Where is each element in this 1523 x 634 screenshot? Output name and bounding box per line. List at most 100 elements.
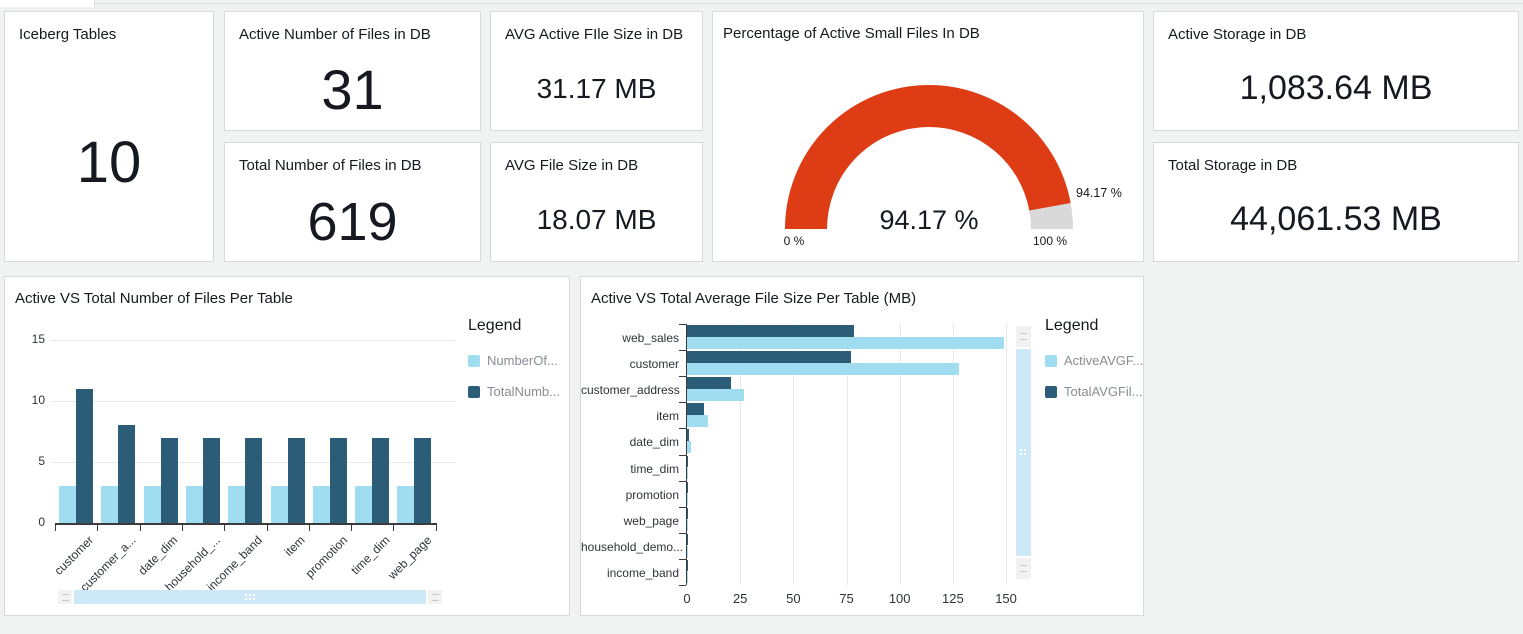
kpi-value: 18.07 MB (536, 204, 657, 235)
x-axis-tick (435, 525, 437, 531)
x-axis-tick (266, 525, 268, 531)
kpi-value: 44,061.53 MB (1230, 200, 1442, 238)
legend-item-active-series[interactable]: ActiveAVGF... (1045, 353, 1145, 368)
scrollbar-up-handle[interactable] (1016, 326, 1031, 347)
kpi-card-active-files: Active Number of Files in DB 31 (224, 11, 481, 131)
bar-customer_address-active[interactable] (687, 389, 745, 401)
kpi-value: 31 (321, 58, 384, 121)
scrollbar-track[interactable] (1016, 349, 1031, 556)
x-axis-tick-label: 25 (732, 591, 748, 606)
y-axis-tick (679, 428, 686, 430)
kpi-value: 619 (307, 192, 398, 252)
y-axis-tick-label: 5 (38, 454, 45, 468)
bar-customer_address-total[interactable] (687, 377, 732, 389)
legend-item-total-series[interactable]: TotalAVGFil... (1045, 384, 1145, 399)
scrollbar-track[interactable] (74, 590, 426, 604)
legend-item-label: TotalNumb... (487, 384, 560, 399)
bar-web_sales-active[interactable] (687, 337, 1004, 349)
gauge-value-label: 94.17 % (879, 205, 978, 235)
legend-item-active-series[interactable]: NumberOf... (468, 353, 568, 368)
bar-time_dim-total[interactable] (687, 455, 689, 467)
bar-web_page-total[interactable] (687, 507, 689, 520)
scrollbar-grip-icon[interactable] (1020, 449, 1026, 455)
scrollbar-right-handle[interactable] (428, 590, 442, 604)
legend-item-total-series[interactable]: TotalNumb... (468, 384, 568, 399)
x-axis-tick-label: 125 (942, 591, 964, 606)
bar-item-total[interactable] (287, 437, 305, 523)
bar-income_band-active[interactable] (228, 486, 246, 523)
bar-customer-total[interactable] (687, 351, 851, 363)
y-axis-tick (679, 454, 686, 456)
x-category-label: web_page (385, 533, 435, 583)
kpi-title: AVG File Size in DB (505, 157, 639, 174)
bar-customer-total[interactable] (76, 388, 93, 523)
bar-promotion-active[interactable] (312, 486, 330, 523)
x-axis-tick-label: 100 (888, 591, 911, 606)
x-axis-tick (55, 525, 56, 531)
chart-card-files-per-table: Active VS Total Number of Files Per Tabl… (4, 276, 570, 616)
y-axis-tick (679, 506, 686, 508)
kpi-card-total-storage: Total Storage in DB 44,061.53 MB (1153, 142, 1519, 262)
chart-title: Active VS Total Average File Size Per Ta… (591, 290, 917, 307)
x-axis-tick (393, 525, 395, 531)
bar-item-total[interactable] (687, 403, 705, 415)
bar-date_dim-total[interactable] (160, 437, 178, 523)
bar-item-active[interactable] (270, 486, 288, 523)
x-axis-tick-label: 150 (995, 591, 1017, 606)
gridline (1006, 324, 1008, 585)
y-category-label: item (656, 409, 679, 424)
bar-item-active[interactable] (687, 415, 709, 427)
horizontal-bar-plot: 0 25 50 75 100 125 150 web_sales customer custome… (581, 277, 1145, 617)
kpi-title: Total Storage in DB (1168, 157, 1298, 174)
bar-promotion-active[interactable] (687, 493, 688, 506)
bar-customer-active[interactable] (59, 486, 76, 523)
scrollbar-down-handle[interactable] (1016, 558, 1031, 579)
scrollbar-grip-icon[interactable] (245, 594, 255, 600)
bar-time_dim-active[interactable] (687, 467, 689, 479)
legend-swatch-icon (1045, 354, 1057, 367)
y-axis-line (685, 324, 687, 585)
x-category-label: promotion (302, 533, 350, 581)
chart-card-avg-file-size-per-table: Active VS Total Average File Size Per Ta… (580, 276, 1144, 616)
bar-income_band-total[interactable] (687, 559, 689, 572)
y-axis-tick (679, 376, 686, 378)
bar-web_sales-total[interactable] (687, 325, 854, 337)
bar-customer-active[interactable] (687, 363, 960, 375)
bar-time_dim-total[interactable] (372, 437, 390, 523)
y-category-label: web_sales (622, 331, 679, 345)
bar-income_band-active[interactable] (687, 571, 688, 584)
gauge-min-label: 0 % (784, 234, 805, 248)
bar-date_dim-total[interactable] (687, 429, 689, 441)
bar-date_dim-active[interactable] (143, 486, 161, 523)
bar-web_page-active[interactable] (397, 486, 415, 523)
bar-household_demo...-active[interactable] (687, 545, 688, 558)
chart-title: Percentage of Active Small Files In DB (723, 25, 980, 42)
bar-household_demo...-total[interactable] (687, 533, 689, 546)
scrollbar-left-handle[interactable] (58, 590, 72, 604)
bar-household_...-active[interactable] (185, 486, 203, 523)
bar-promotion-total[interactable] (329, 437, 347, 523)
tab-bar-divider (0, 3, 1523, 4)
bar-customer_a...-total[interactable] (118, 425, 136, 523)
sheet-tab[interactable] (0, 0, 95, 7)
bar-household_...-total[interactable] (202, 437, 220, 523)
bar-web_page-total[interactable] (414, 437, 432, 523)
bar-time_dim-active[interactable] (355, 486, 373, 523)
gauge-callout-label: 94.17 % (1076, 186, 1122, 200)
x-axis-tick (181, 525, 183, 531)
bar-customer_a...-active[interactable] (101, 486, 119, 523)
gridline (740, 324, 742, 585)
y-category-label: web_page (623, 513, 679, 528)
x-axis-tick (224, 525, 226, 531)
bar-promotion-total[interactable] (687, 481, 689, 494)
kpi-value: 10 (76, 130, 142, 195)
bar-income_band-total[interactable] (245, 437, 263, 523)
bar-web_page-active[interactable] (687, 519, 688, 532)
x-axis-tick (97, 525, 99, 531)
y-category-label: promotion (625, 487, 679, 502)
gauge-chart[interactable]: 0 % 100 % 94.17 % 94.17 % (713, 57, 1145, 257)
y-axis-tick-label: 15 (31, 332, 45, 346)
bar-date_dim-active[interactable] (687, 441, 692, 453)
y-category-label: date_dim (629, 435, 679, 450)
chart-title: Active VS Total Number of Files Per Tabl… (15, 290, 293, 307)
